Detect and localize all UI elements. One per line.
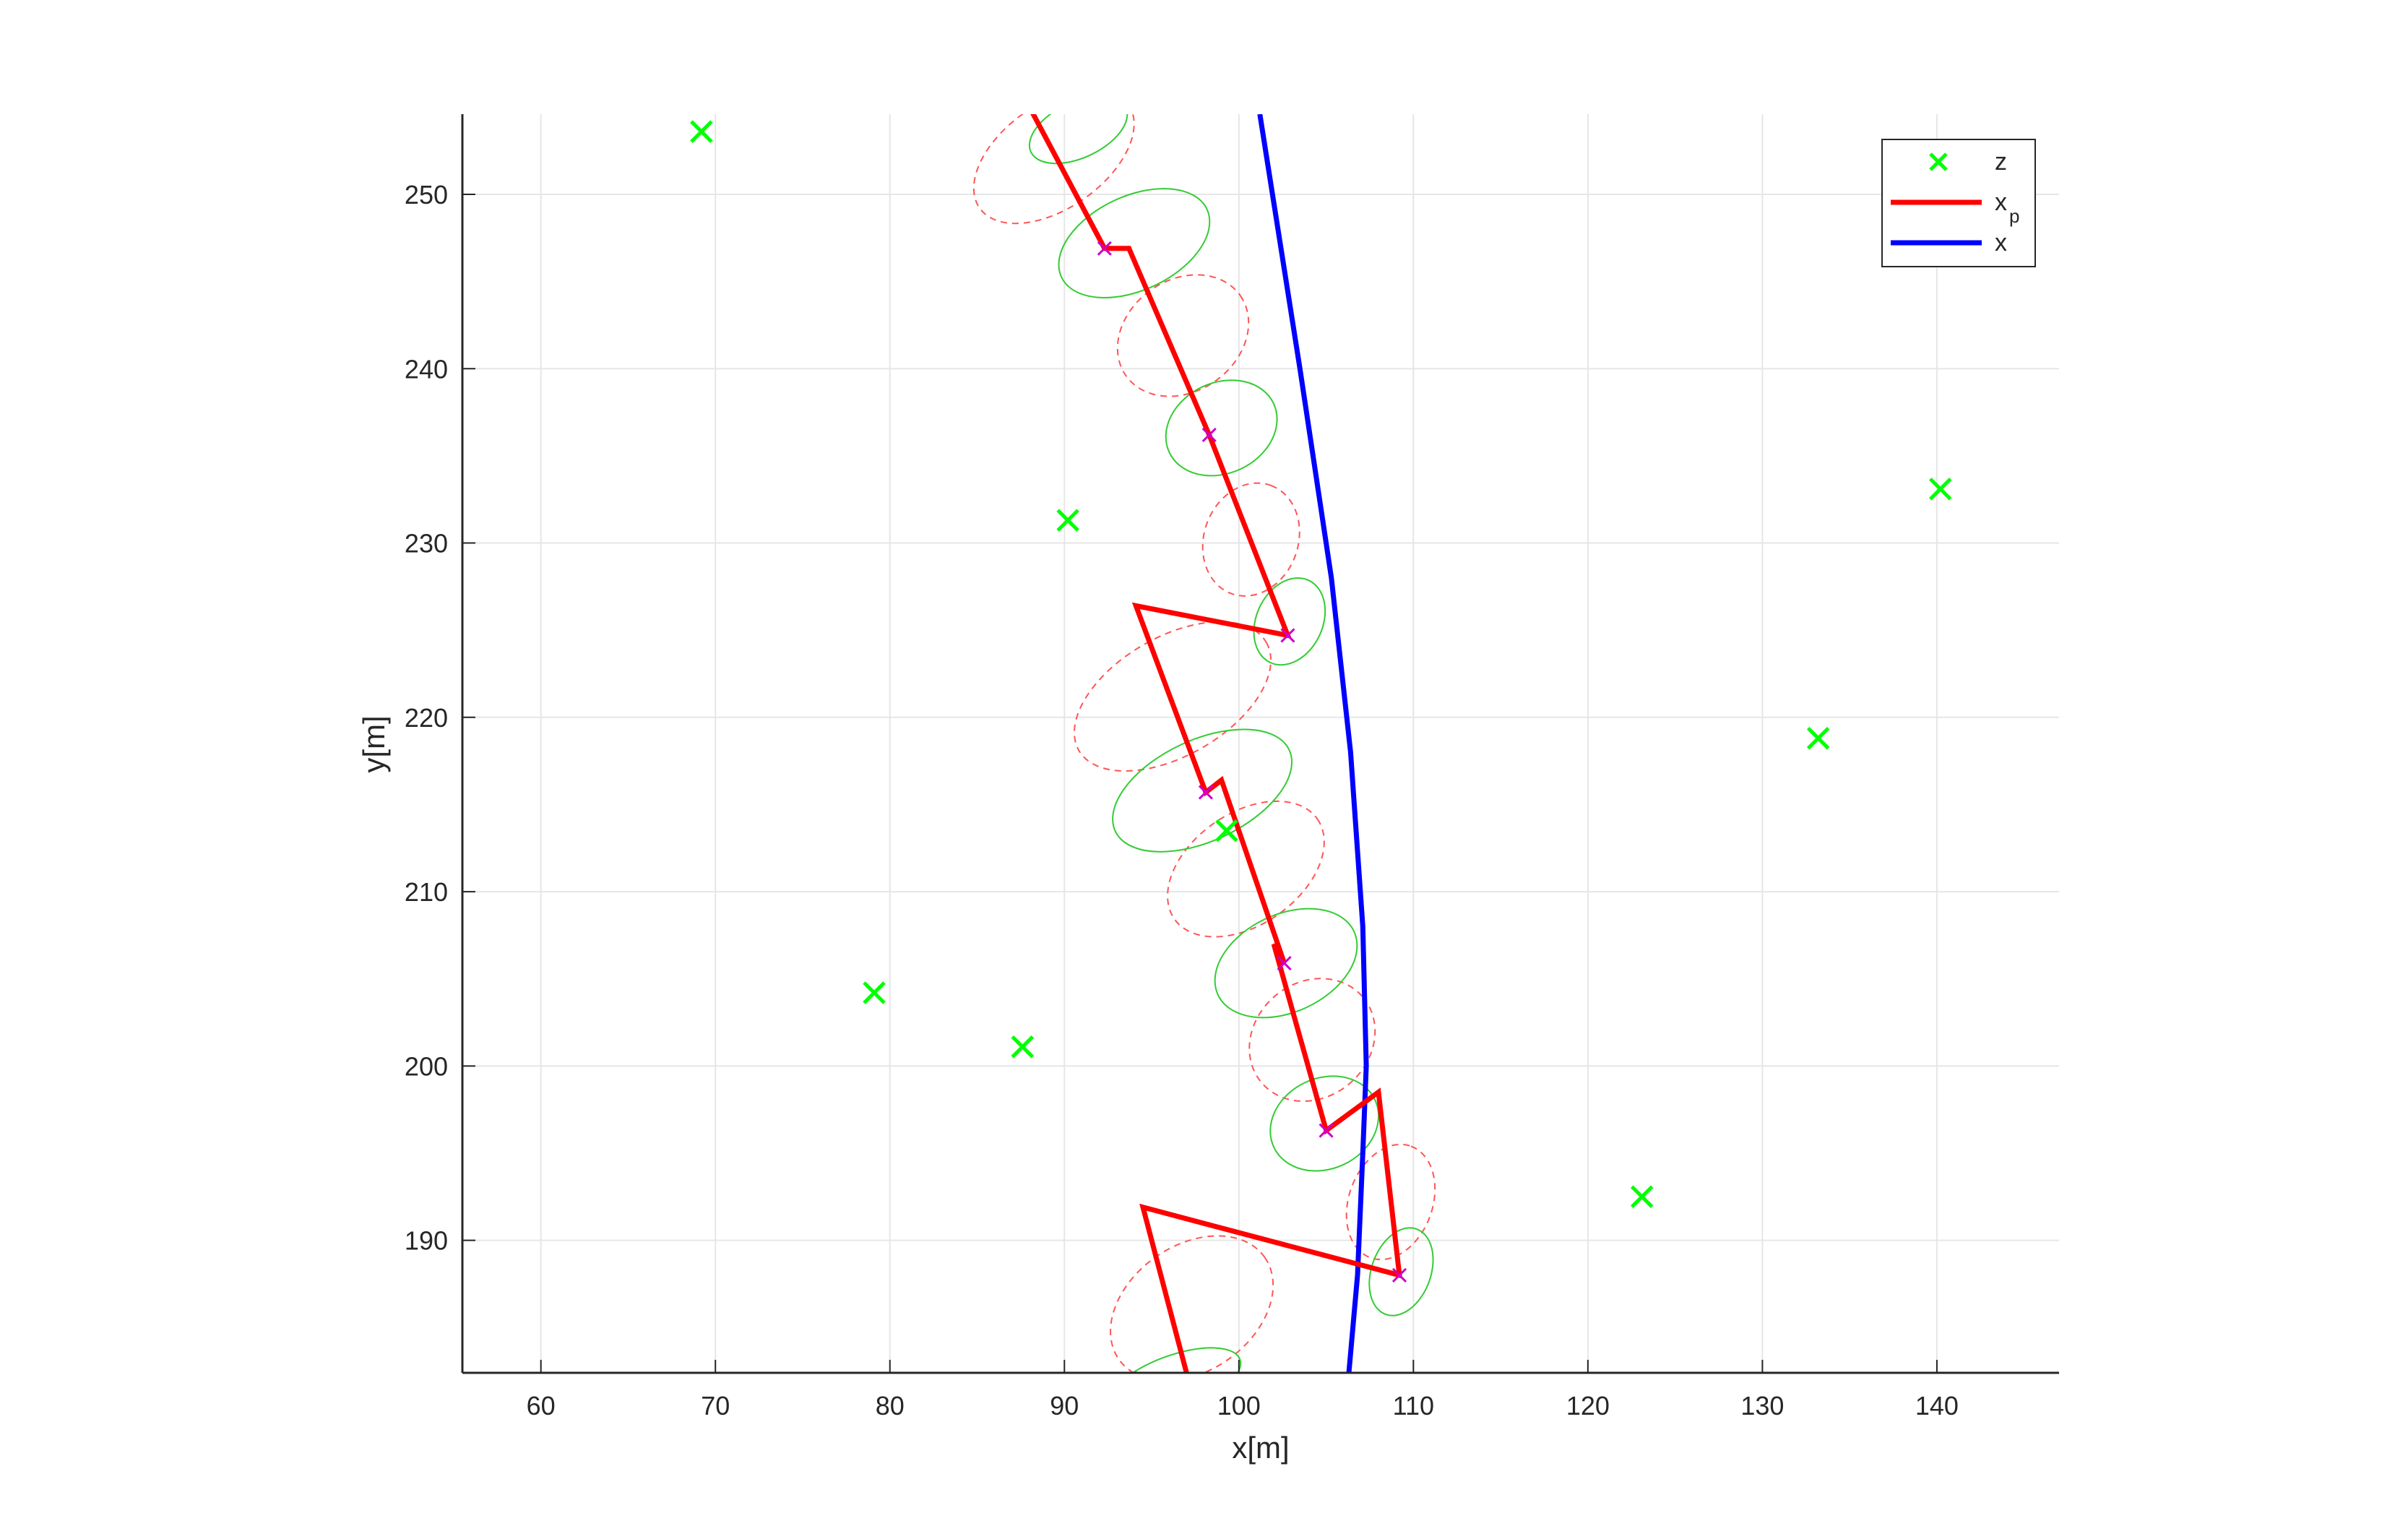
measurement-point [863,981,886,1004]
update-point-marker [1391,1267,1407,1283]
legend-label: x [1995,229,2007,257]
x-tick-label: 120 [1566,1391,1610,1421]
x-tick-label: 110 [1393,1391,1434,1421]
y-tick-label: 230 [405,529,448,559]
predict-ellipse [1345,1143,1436,1261]
legend: zx px [1881,139,2036,267]
legend-label: x [1995,189,2007,216]
update-ellipse [1112,728,1293,853]
x-tick-label: 140 [1915,1391,1959,1421]
update-point-stroke [1277,955,1292,971]
measurement-stroke [1011,1035,1035,1059]
legend-label-subscript: p [2009,205,2019,227]
estimated-trajectory-line [1030,114,1403,1373]
update-point-stroke [1198,785,1213,800]
y-tick-label: 250 [405,180,448,210]
x-tick-label: 90 [1050,1391,1079,1421]
legend-swatch-stroke [1929,152,1948,171]
update-ellipse [1253,577,1326,666]
update-point-marker [1201,427,1217,443]
update-point-stroke [1201,427,1217,443]
update-point-stroke [1319,1123,1334,1138]
measurement-stroke [1928,477,1952,501]
measurement-point [1806,726,1830,750]
measurement-stroke [1215,819,1238,842]
update-ellipse [1165,379,1278,477]
plot-area [462,114,2059,1373]
y-tick-label: 190 [405,1226,448,1256]
x-tick-label: 70 [701,1391,730,1421]
measurement-point [1630,1185,1654,1209]
measurement-stroke [863,981,886,1004]
update-ellipse [1368,1227,1434,1316]
axes [461,114,2059,1374]
update-ellipse [1058,188,1211,298]
y-tick-label: 240 [405,354,448,384]
predict-ellipse [1116,274,1250,397]
data-layer [690,114,1952,1373]
measurement-stroke [1056,509,1079,532]
update-point-stroke [1097,241,1112,256]
y-tick-label: 200 [405,1051,448,1081]
y-axis-label: y[m] [357,715,391,772]
y-tick-label: 210 [405,877,448,907]
update-point-marker [1280,628,1295,643]
measurement-stroke [1630,1185,1654,1209]
measurement-point [1011,1035,1035,1059]
update-ellipse [1028,114,1129,165]
grid [462,114,2059,1373]
legend-entry: x [1891,229,2007,257]
legend-label: z [1995,148,2007,176]
measurement-point [690,120,713,143]
update-point-marker [1277,955,1292,971]
true-trajectory-line [1257,114,1369,1373]
measurement-point [1215,819,1238,842]
x-tick-label: 60 [527,1391,556,1421]
legend-entry: z [1929,148,2007,176]
update-ellipse [1269,1075,1380,1172]
x-tick-label: 80 [876,1391,905,1421]
update-point-stroke [1391,1267,1407,1283]
y-tick-label: 220 [405,703,448,733]
ticks: 60 70 80 90 100 110 120 130 140 190 200 210 220 230 24… [405,180,1959,1421]
update-ellipse [1107,1347,1242,1373]
measurement-point [1928,477,1952,501]
predict-ellipse [1167,800,1325,938]
predict-ellipse [1201,482,1300,597]
x-axis-label: x[m] [1232,1431,1289,1465]
x-tick-label: 100 [1217,1391,1261,1421]
measurement-stroke [690,120,713,143]
update-ellipse [1214,908,1358,1019]
update-point-marker [1097,241,1112,256]
update-point-marker [1198,785,1213,800]
update-point-stroke [1280,628,1295,643]
measurement-stroke [1806,726,1830,750]
x-tick-label: 130 [1740,1391,1784,1421]
predict-ellipse [1074,621,1272,772]
update-point-marker [1319,1123,1334,1138]
measurement-point [1056,509,1079,532]
